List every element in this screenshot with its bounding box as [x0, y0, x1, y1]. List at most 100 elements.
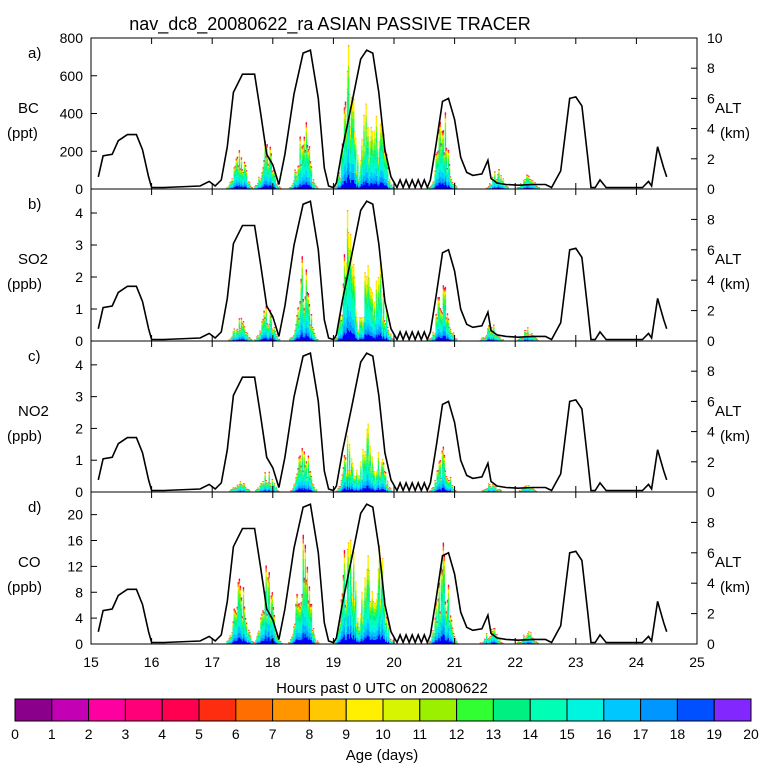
bar-segment [261, 327, 263, 331]
bar-segment [523, 183, 525, 185]
bar-segment [531, 334, 533, 336]
bar-segment [276, 339, 279, 340]
bar-segment [368, 175, 370, 181]
bar-segment [259, 339, 261, 341]
bar-segment [263, 176, 265, 181]
bar-segment [446, 322, 449, 326]
bar-segment [296, 338, 298, 341]
bar-segment [271, 176, 274, 179]
bar-segment [305, 176, 308, 183]
bar-segment [447, 331, 450, 335]
bar-segment [433, 337, 435, 338]
bar-segment [262, 482, 264, 484]
bar-segment [237, 175, 240, 180]
bar-segment [484, 338, 487, 339]
bar-segment [246, 183, 249, 185]
bar-segment [337, 329, 339, 332]
bar-segment [306, 291, 309, 294]
bar-segment [293, 337, 295, 338]
bar-segment [490, 333, 492, 335]
bar-segment [439, 312, 441, 316]
bar-segment [373, 330, 376, 334]
bar-segment [525, 180, 527, 182]
bar-segment [338, 324, 341, 327]
bar-segment [229, 184, 231, 186]
bar-segment [377, 168, 380, 172]
bar-segment [243, 331, 246, 333]
bar-segment [244, 490, 247, 491]
bar-segment [276, 184, 279, 186]
bar-segment [295, 177, 297, 180]
bar-segment [441, 135, 444, 140]
bar-segment [235, 339, 237, 341]
bar-segment [432, 338, 434, 340]
bar-segment [377, 277, 380, 287]
bar-segment [261, 337, 263, 340]
bar-segment [373, 314, 376, 320]
bar-segment [271, 178, 274, 182]
bar-segment [340, 323, 343, 325]
bar-segment [298, 334, 300, 337]
bar-segment [265, 306, 267, 308]
bar-segment [304, 167, 307, 173]
bar-segment [535, 187, 537, 189]
bar-segment [436, 153, 438, 156]
y-tick-label: 200 [60, 143, 84, 159]
bar-segment [343, 166, 346, 175]
bar-segment [533, 339, 535, 340]
bar-segment [498, 171, 500, 174]
bar-segment [349, 182, 352, 189]
bar-segment [441, 332, 444, 336]
bar-segment [237, 182, 240, 185]
bar-segment [372, 337, 375, 341]
bar-segment [298, 338, 300, 341]
bar-segment [235, 161, 237, 163]
bar-segment [248, 183, 251, 185]
bar-segment [311, 186, 314, 188]
bar-segment [374, 160, 377, 168]
bar-segment [523, 337, 525, 339]
bar-segment [339, 319, 342, 323]
bar-segment [442, 287, 445, 290]
bar-segment [346, 177, 349, 189]
bar-segment [388, 338, 390, 340]
bar-segment [302, 181, 304, 185]
bar-segment [367, 140, 369, 148]
bar-segment [365, 313, 367, 323]
bar-segment [378, 325, 381, 332]
bar-segment [489, 329, 491, 331]
bar-segment [386, 327, 388, 333]
bar-segment [372, 169, 375, 177]
bar-segment [307, 293, 310, 296]
bar-segment [233, 330, 235, 332]
bar-segment [242, 172, 245, 174]
bar-segment [497, 177, 499, 179]
bar-segment [275, 337, 278, 339]
bar-segment [373, 319, 376, 325]
bar-segment [376, 148, 379, 153]
bar-segment [297, 169, 299, 171]
bar-segment [298, 319, 300, 321]
bar-segment [256, 339, 258, 340]
bar-segment [532, 181, 534, 183]
bar-segment [442, 289, 445, 294]
bar-segment [360, 318, 362, 322]
bar-segment [240, 490, 243, 492]
bar-segment [361, 139, 363, 146]
bar-segment [363, 336, 365, 339]
bar-segment [383, 167, 386, 173]
bar-segment [239, 487, 242, 490]
bar-segment [349, 281, 352, 297]
bar-segment [304, 310, 307, 317]
bar-segment [341, 316, 344, 319]
bar-segment [444, 136, 447, 147]
bar-segment [235, 172, 237, 177]
bar-segment [236, 489, 239, 491]
bar-segment [523, 339, 525, 340]
bar-segment [266, 176, 268, 181]
bar-segment [358, 182, 360, 184]
bar-segment [267, 178, 269, 182]
bar-segment [243, 165, 246, 168]
bar-segment [378, 335, 381, 341]
